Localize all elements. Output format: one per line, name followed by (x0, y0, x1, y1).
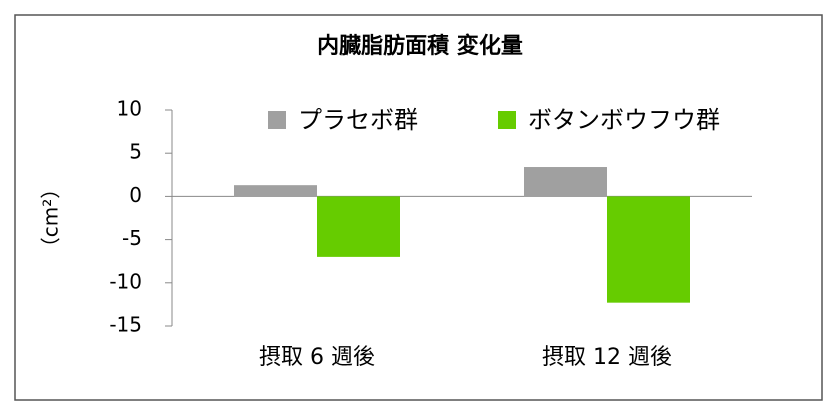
y-tick-label: -5 (122, 226, 142, 250)
legend-swatch (268, 111, 286, 129)
bar (607, 196, 690, 303)
legend-label: プラセボ群 (298, 106, 418, 134)
y-tick-label: 10 (117, 97, 142, 121)
y-tick-label: 5 (129, 140, 142, 164)
bar (317, 196, 400, 257)
y-tick-label: 0 (129, 183, 142, 207)
bar (524, 167, 607, 197)
y-tick-label: -10 (109, 269, 142, 293)
y-tick-label: -15 (109, 313, 142, 337)
chart-frame (14, 14, 823, 401)
legend-swatch (498, 111, 516, 129)
x-tick-label: 摂取 6 週後 (259, 345, 375, 370)
chart-title: 内臓脂肪面積 変化量 (317, 33, 523, 59)
y-axis-label: （cm²） (39, 179, 63, 258)
bar (234, 185, 317, 197)
legend-label: ボタンボウフウ群 (528, 106, 720, 134)
x-tick-label: 摂取 12 週後 (542, 345, 672, 370)
